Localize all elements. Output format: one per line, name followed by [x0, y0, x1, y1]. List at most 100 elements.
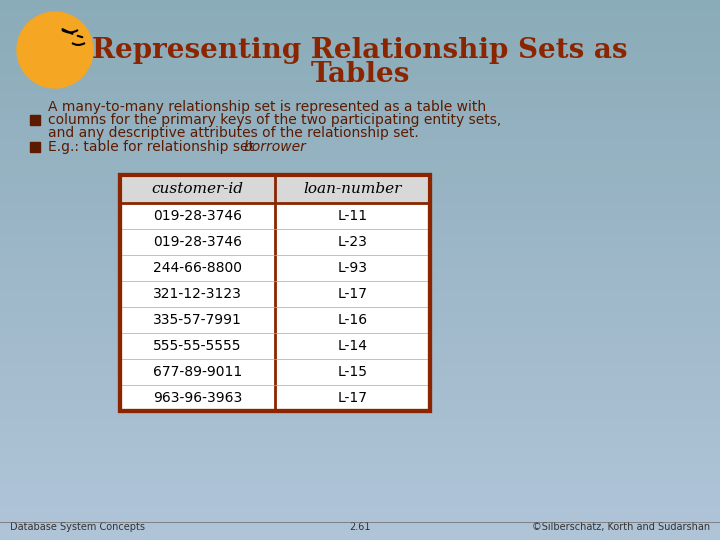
Bar: [0, 271, 720, 272]
Text: 019-28-3746: 019-28-3746: [153, 209, 242, 223]
Bar: [0, 193, 720, 194]
Bar: [0, 249, 720, 250]
Bar: [0, 515, 720, 516]
Bar: [0, 313, 720, 314]
Bar: [0, 265, 720, 266]
Bar: [0, 47, 720, 48]
Bar: [0, 242, 720, 243]
Bar: [0, 444, 720, 445]
Bar: [0, 68, 720, 69]
Bar: [0, 481, 720, 482]
Bar: [0, 406, 720, 407]
Bar: [0, 89, 720, 90]
Bar: [0, 436, 720, 437]
Bar: [0, 28, 720, 29]
Bar: [0, 135, 720, 136]
Bar: [0, 106, 720, 107]
Bar: [0, 480, 720, 481]
Bar: [0, 126, 720, 127]
Bar: [0, 149, 720, 150]
Bar: [0, 31, 720, 32]
Bar: [0, 96, 720, 97]
Bar: [0, 328, 720, 329]
Bar: [0, 284, 720, 285]
Bar: [0, 464, 720, 465]
Bar: [0, 264, 720, 265]
Bar: [0, 124, 720, 125]
Bar: [0, 192, 720, 193]
Bar: [0, 375, 720, 376]
Bar: [0, 171, 720, 172]
Bar: [0, 379, 720, 380]
Bar: [0, 348, 720, 349]
Bar: [0, 117, 720, 118]
Bar: [0, 321, 720, 322]
Bar: [0, 232, 720, 233]
Text: Representing Relationship Sets as: Representing Relationship Sets as: [92, 37, 628, 64]
Bar: [0, 319, 720, 320]
Bar: [0, 195, 720, 196]
Bar: [0, 357, 720, 358]
Bar: [0, 395, 720, 396]
Bar: [0, 235, 720, 236]
Bar: [0, 383, 720, 384]
Bar: [0, 281, 720, 282]
Bar: [0, 50, 720, 51]
Text: 963-96-3963: 963-96-3963: [153, 391, 242, 405]
Bar: [0, 520, 720, 521]
Bar: [0, 525, 720, 526]
Bar: [0, 487, 720, 488]
Bar: [0, 407, 720, 408]
Bar: [0, 186, 720, 187]
Bar: [0, 391, 720, 392]
Bar: [0, 212, 720, 213]
Bar: [0, 366, 720, 367]
Bar: [0, 88, 720, 89]
Bar: [0, 324, 720, 325]
Bar: [0, 184, 720, 185]
Bar: [0, 273, 720, 274]
Bar: [0, 56, 720, 57]
Bar: [0, 204, 720, 205]
Bar: [0, 309, 720, 310]
Bar: [0, 370, 720, 371]
Bar: [0, 72, 720, 73]
Bar: [0, 21, 720, 22]
Bar: [0, 43, 720, 44]
Bar: [0, 17, 720, 18]
Bar: [0, 239, 720, 240]
Bar: [0, 369, 720, 370]
Bar: [0, 536, 720, 537]
Bar: [0, 274, 720, 275]
Bar: [0, 139, 720, 140]
Bar: [0, 300, 720, 301]
Bar: [0, 412, 720, 413]
Bar: [0, 426, 720, 427]
Bar: [0, 129, 720, 130]
Bar: [0, 189, 720, 190]
Bar: [0, 495, 720, 496]
Bar: [0, 164, 720, 165]
Bar: [0, 360, 720, 361]
Bar: [0, 332, 720, 333]
Bar: [0, 490, 720, 491]
Bar: [0, 422, 720, 423]
Bar: [0, 1, 720, 2]
Text: and any descriptive attributes of the relationship set.: and any descriptive attributes of the re…: [48, 126, 419, 140]
Bar: [0, 290, 720, 291]
Bar: [0, 502, 720, 503]
Bar: [0, 219, 720, 220]
Bar: [0, 203, 720, 204]
Bar: [0, 15, 720, 16]
Bar: [0, 18, 720, 19]
Bar: [0, 428, 720, 429]
Bar: [0, 170, 720, 171]
Text: columns for the primary keys of the two participating entity sets,: columns for the primary keys of the two …: [48, 113, 501, 127]
Bar: [0, 373, 720, 374]
Bar: [0, 190, 720, 191]
Bar: [0, 472, 720, 473]
Bar: [0, 180, 720, 181]
Bar: [0, 123, 720, 124]
Bar: [0, 147, 720, 148]
Bar: [0, 8, 720, 9]
